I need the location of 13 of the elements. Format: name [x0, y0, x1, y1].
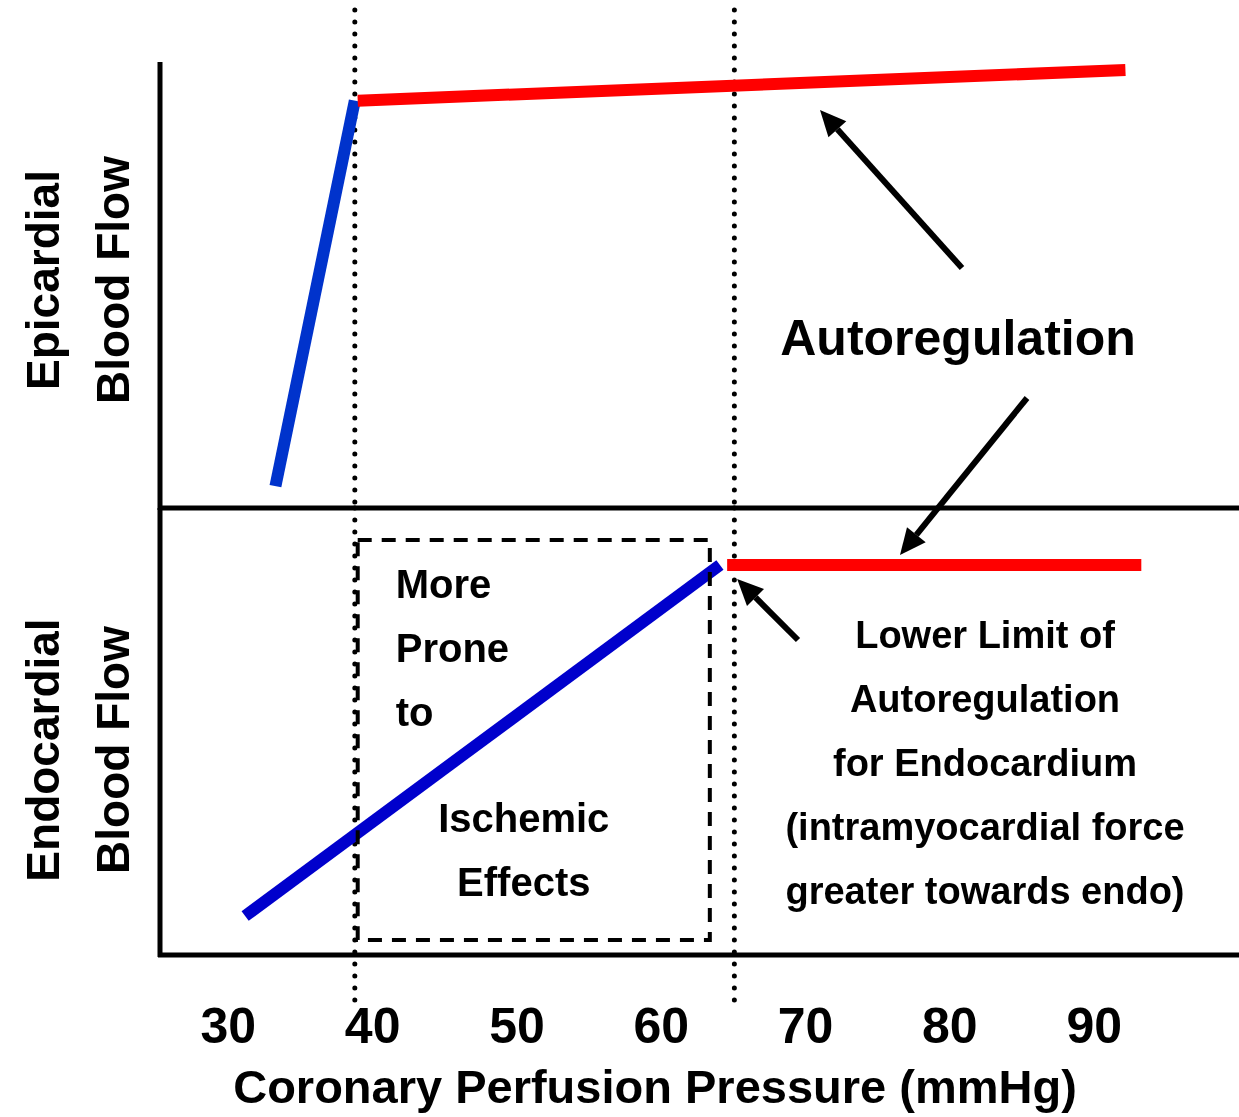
x-tick-label: 40: [344, 997, 401, 1054]
x-axis-title: Coronary Perfusion Pressure (mmHg): [233, 1060, 1077, 1113]
x-tick-label: 70: [777, 997, 834, 1054]
x-tick-label: 30: [200, 997, 257, 1054]
x-tick-label: 80: [922, 997, 978, 1054]
x-tick-label: 60: [633, 997, 690, 1054]
y-axis-title: Epicardial Blood Flow: [17, 155, 139, 404]
y-axis-title: Endocardial Blood Flow: [17, 618, 139, 882]
text: More Prone to Ischemic Effects: [395, 562, 610, 904]
x-tick-label: 90: [1066, 997, 1122, 1054]
annotation: Autoregulation: [780, 310, 1136, 366]
x-tick-label: 50: [489, 997, 545, 1054]
annotation: Lower Limit of Autoregulation for Endocardium (intramyocardial force greater towards endo): [785, 614, 1185, 912]
